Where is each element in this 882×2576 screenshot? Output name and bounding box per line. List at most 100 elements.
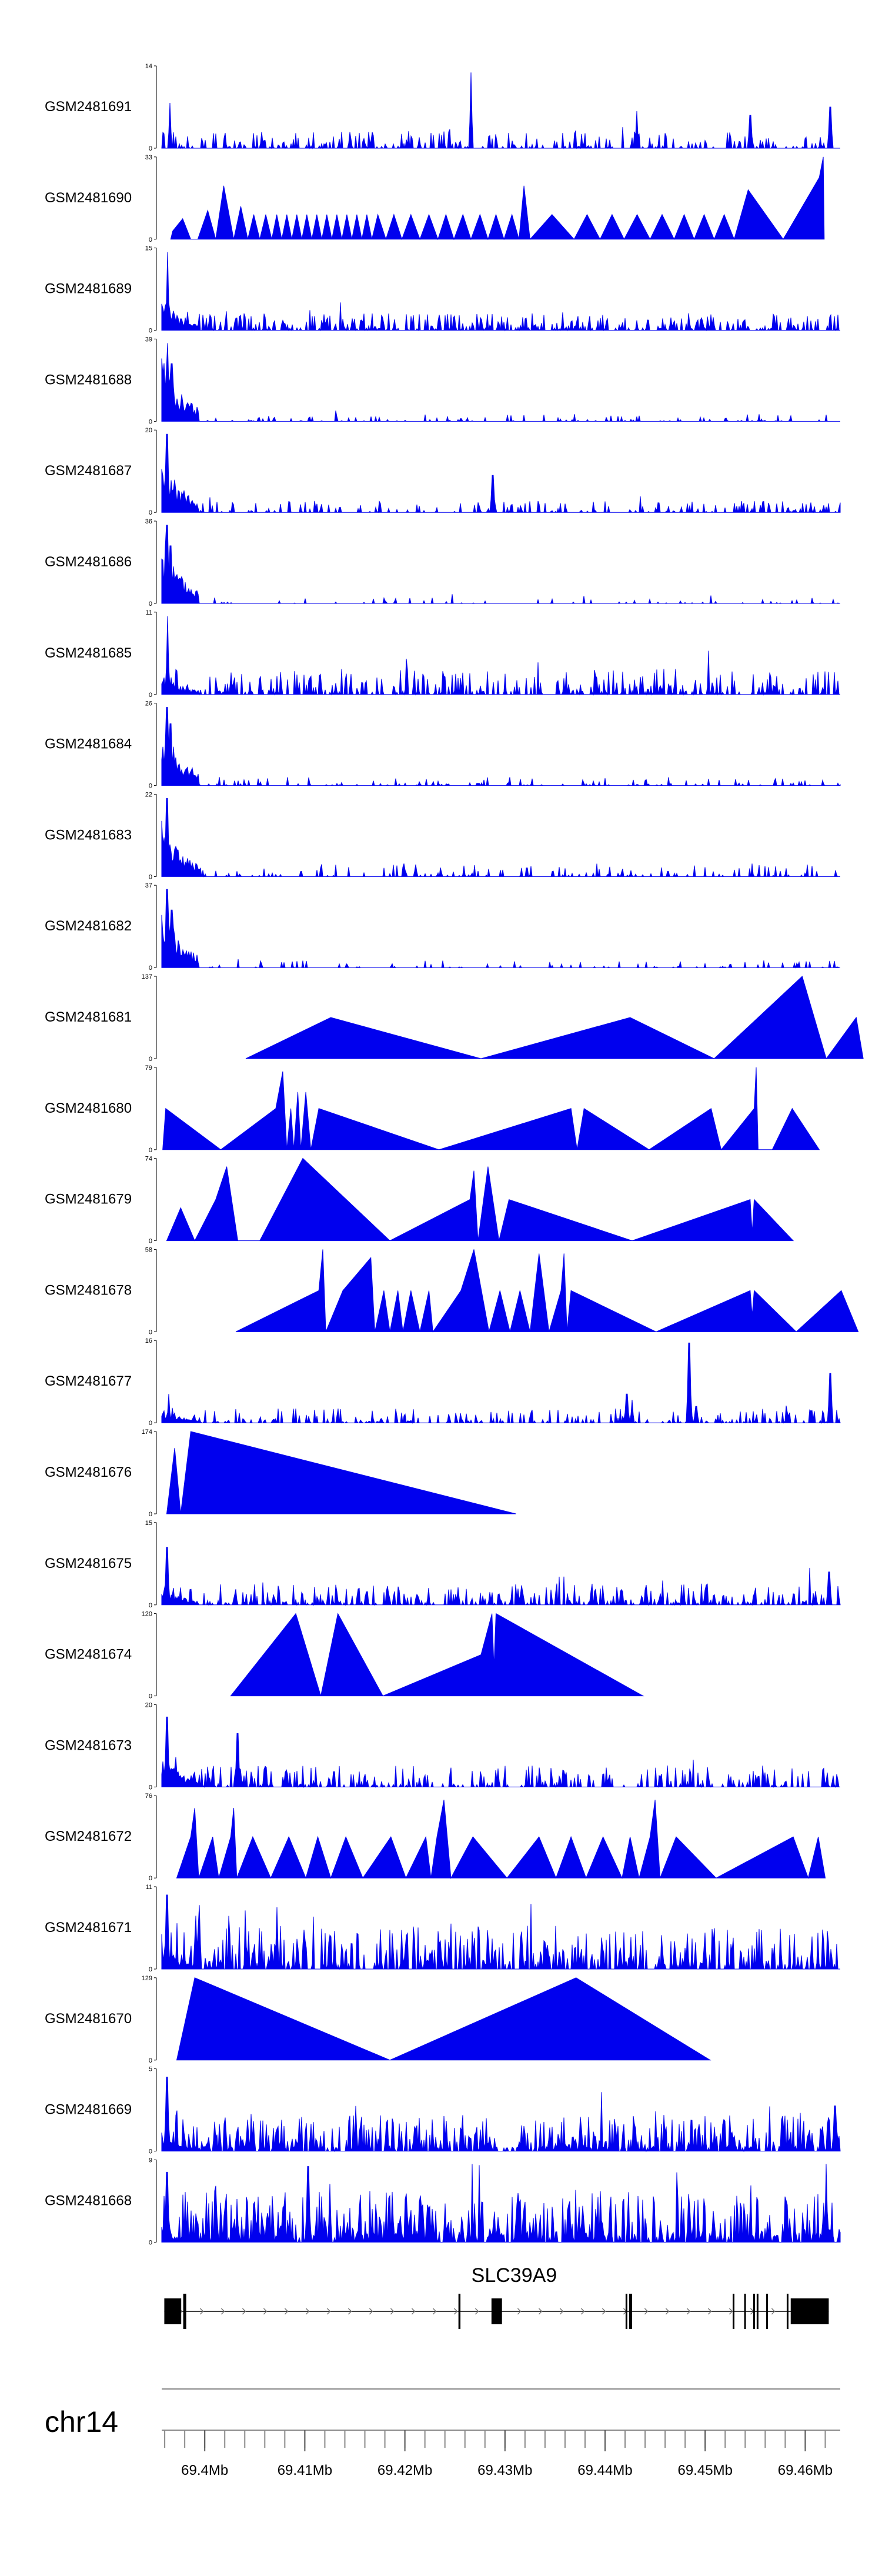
track-ymin-label: 0 (149, 1602, 152, 1609)
track-label: GSM2481688 (45, 372, 132, 388)
axis-tick-label: 69.41Mb (278, 2462, 332, 2478)
track-GSM2481687: GSM2481687 20 0 (45, 427, 841, 516)
coverage-area (161, 1547, 841, 1606)
track-label: GSM2481682 (45, 918, 132, 934)
axis-tick-label: 69.4Mb (181, 2462, 228, 2478)
track-GSM2481679: GSM2481679 74 0 (45, 1156, 794, 1245)
track-GSM2481675: GSM2481675 15 0 (45, 1520, 841, 1609)
track-label: GSM2481681 (45, 1009, 132, 1025)
track-ymin-label: 0 (149, 2057, 152, 2064)
strand-arrow (242, 2308, 246, 2315)
strand-arrow (411, 2308, 416, 2315)
gene-exon (744, 2294, 746, 2329)
track-GSM2481688: GSM2481688 39 0 (45, 336, 840, 425)
gene-name-label: SLC39A9 (472, 2264, 557, 2287)
track-ymin-label: 0 (149, 145, 152, 152)
gene-exon (625, 2294, 627, 2329)
strand-arrow (305, 2308, 310, 2315)
genome-axis: chr14 69.4Mb 69.41Mb 69.42Mb 69.43Mb 69.44Mb… (45, 2388, 840, 2478)
track-label: GSM2481680 (45, 1100, 132, 1116)
track-ymax-label: 20 (145, 1701, 152, 1709)
strand-arrow (390, 2308, 395, 2315)
strand-arrow (538, 2308, 543, 2315)
coverage-area (161, 2164, 841, 2243)
track-ymax-label: 137 (142, 973, 152, 980)
track-label: GSM2481669 (45, 2102, 132, 2118)
track-ymin-label: 0 (149, 1420, 152, 1427)
gene-exon (183, 2294, 186, 2329)
track-label: GSM2481683 (45, 827, 132, 843)
track-GSM2481669: GSM2481669 5 0 (45, 2066, 841, 2155)
coverage-area (161, 1342, 841, 1424)
coverage-area (161, 2077, 841, 2153)
track-ymax-label: 39 (145, 336, 152, 343)
track-GSM2481683: GSM2481683 22 0 (45, 791, 840, 880)
axis-tick-label: 69.42Mb (377, 2462, 432, 2478)
track-ymin-label: 0 (149, 509, 152, 516)
axis-tick-label: 69.46Mb (778, 2462, 833, 2478)
track-ymin-label: 0 (149, 1693, 152, 1700)
chromosome-label: chr14 (45, 2405, 118, 2438)
strand-arrow (686, 2308, 691, 2315)
track-ymin-label: 0 (149, 1784, 152, 1791)
track-label: GSM2481678 (45, 1282, 132, 1298)
track-label: GSM2481671 (45, 1920, 132, 1936)
gene-exon (786, 2294, 789, 2329)
track-ymax-label: 14 (145, 63, 152, 70)
axis-tick-label: 69.45Mb (678, 2462, 733, 2478)
track-ymax-label: 5 (149, 2066, 152, 2073)
coverage-area (166, 1431, 516, 1514)
track-ymax-label: 76 (145, 1793, 152, 1800)
coverage-area (161, 343, 840, 423)
track-GSM2481681: GSM2481681 137 0 (45, 973, 864, 1063)
track-label: GSM2481689 (45, 281, 132, 297)
track-GSM2481682: GSM2481682 37 0 (45, 882, 840, 972)
track-label: GSM2481679 (45, 1192, 132, 1207)
track-ymax-label: 129 (142, 1975, 152, 1982)
axis-tick-label: 69.43Mb (477, 2462, 532, 2478)
gene-exon (733, 2294, 735, 2329)
track-label: GSM2481670 (45, 2011, 132, 2027)
gene-exon (753, 2294, 755, 2329)
track-GSM2481690: GSM2481690 33 0 (45, 154, 825, 243)
track-GSM2481691: GSM2481691 14 0 (45, 63, 840, 152)
track-ymin-label: 0 (149, 1147, 152, 1154)
track-ymin-label: 0 (149, 2148, 152, 2155)
gene-exon (756, 2294, 759, 2329)
gene-exon (629, 2294, 632, 2329)
strand-arrow (475, 2308, 479, 2315)
track-ymax-label: 22 (145, 791, 152, 798)
track-GSM2481689: GSM2481689 15 0 (45, 245, 840, 335)
track-GSM2481670: GSM2481670 129 0 (45, 1975, 711, 2064)
axis-tick-label: 69.44Mb (577, 2462, 632, 2478)
track-ymax-label: 58 (145, 1246, 152, 1253)
track-ymin-label: 0 (149, 328, 152, 335)
track-label: GSM2481686 (45, 554, 132, 570)
strand-arrow (220, 2308, 225, 2315)
gene-exon (790, 2298, 829, 2324)
gene-exon (766, 2294, 769, 2329)
coverage-area (162, 1067, 820, 1150)
track-ymax-label: 11 (146, 609, 152, 616)
track-ymin-label: 0 (149, 1238, 152, 1245)
track-label: GSM2481685 (45, 645, 132, 661)
gene-exon (458, 2294, 461, 2329)
track-label: GSM2481691 (45, 99, 132, 115)
track-GSM2481686: GSM2481686 36 0 (45, 518, 840, 608)
track-ymax-label: 120 (142, 1611, 152, 1618)
gene-exon (164, 2298, 182, 2324)
strand-arrow (580, 2308, 585, 2315)
track-label: GSM2481675 (45, 1556, 132, 1571)
track-label: GSM2481672 (45, 1828, 132, 1844)
strand-arrow (326, 2308, 331, 2315)
track-ymin-label: 0 (149, 1056, 152, 1063)
gene-model-track: SLC39A9 (164, 2264, 829, 2329)
track-GSM2481672: GSM2481672 76 0 (45, 1793, 826, 1882)
data-tracks: GSM2481691140GSM2481690330GSM2481689150G… (45, 63, 864, 2246)
coverage-area (161, 525, 840, 604)
coverage-area (245, 976, 864, 1060)
strand-arrow (771, 2308, 776, 2315)
track-label: GSM2481677 (45, 1373, 132, 1389)
track-label: GSM2481684 (45, 736, 132, 752)
